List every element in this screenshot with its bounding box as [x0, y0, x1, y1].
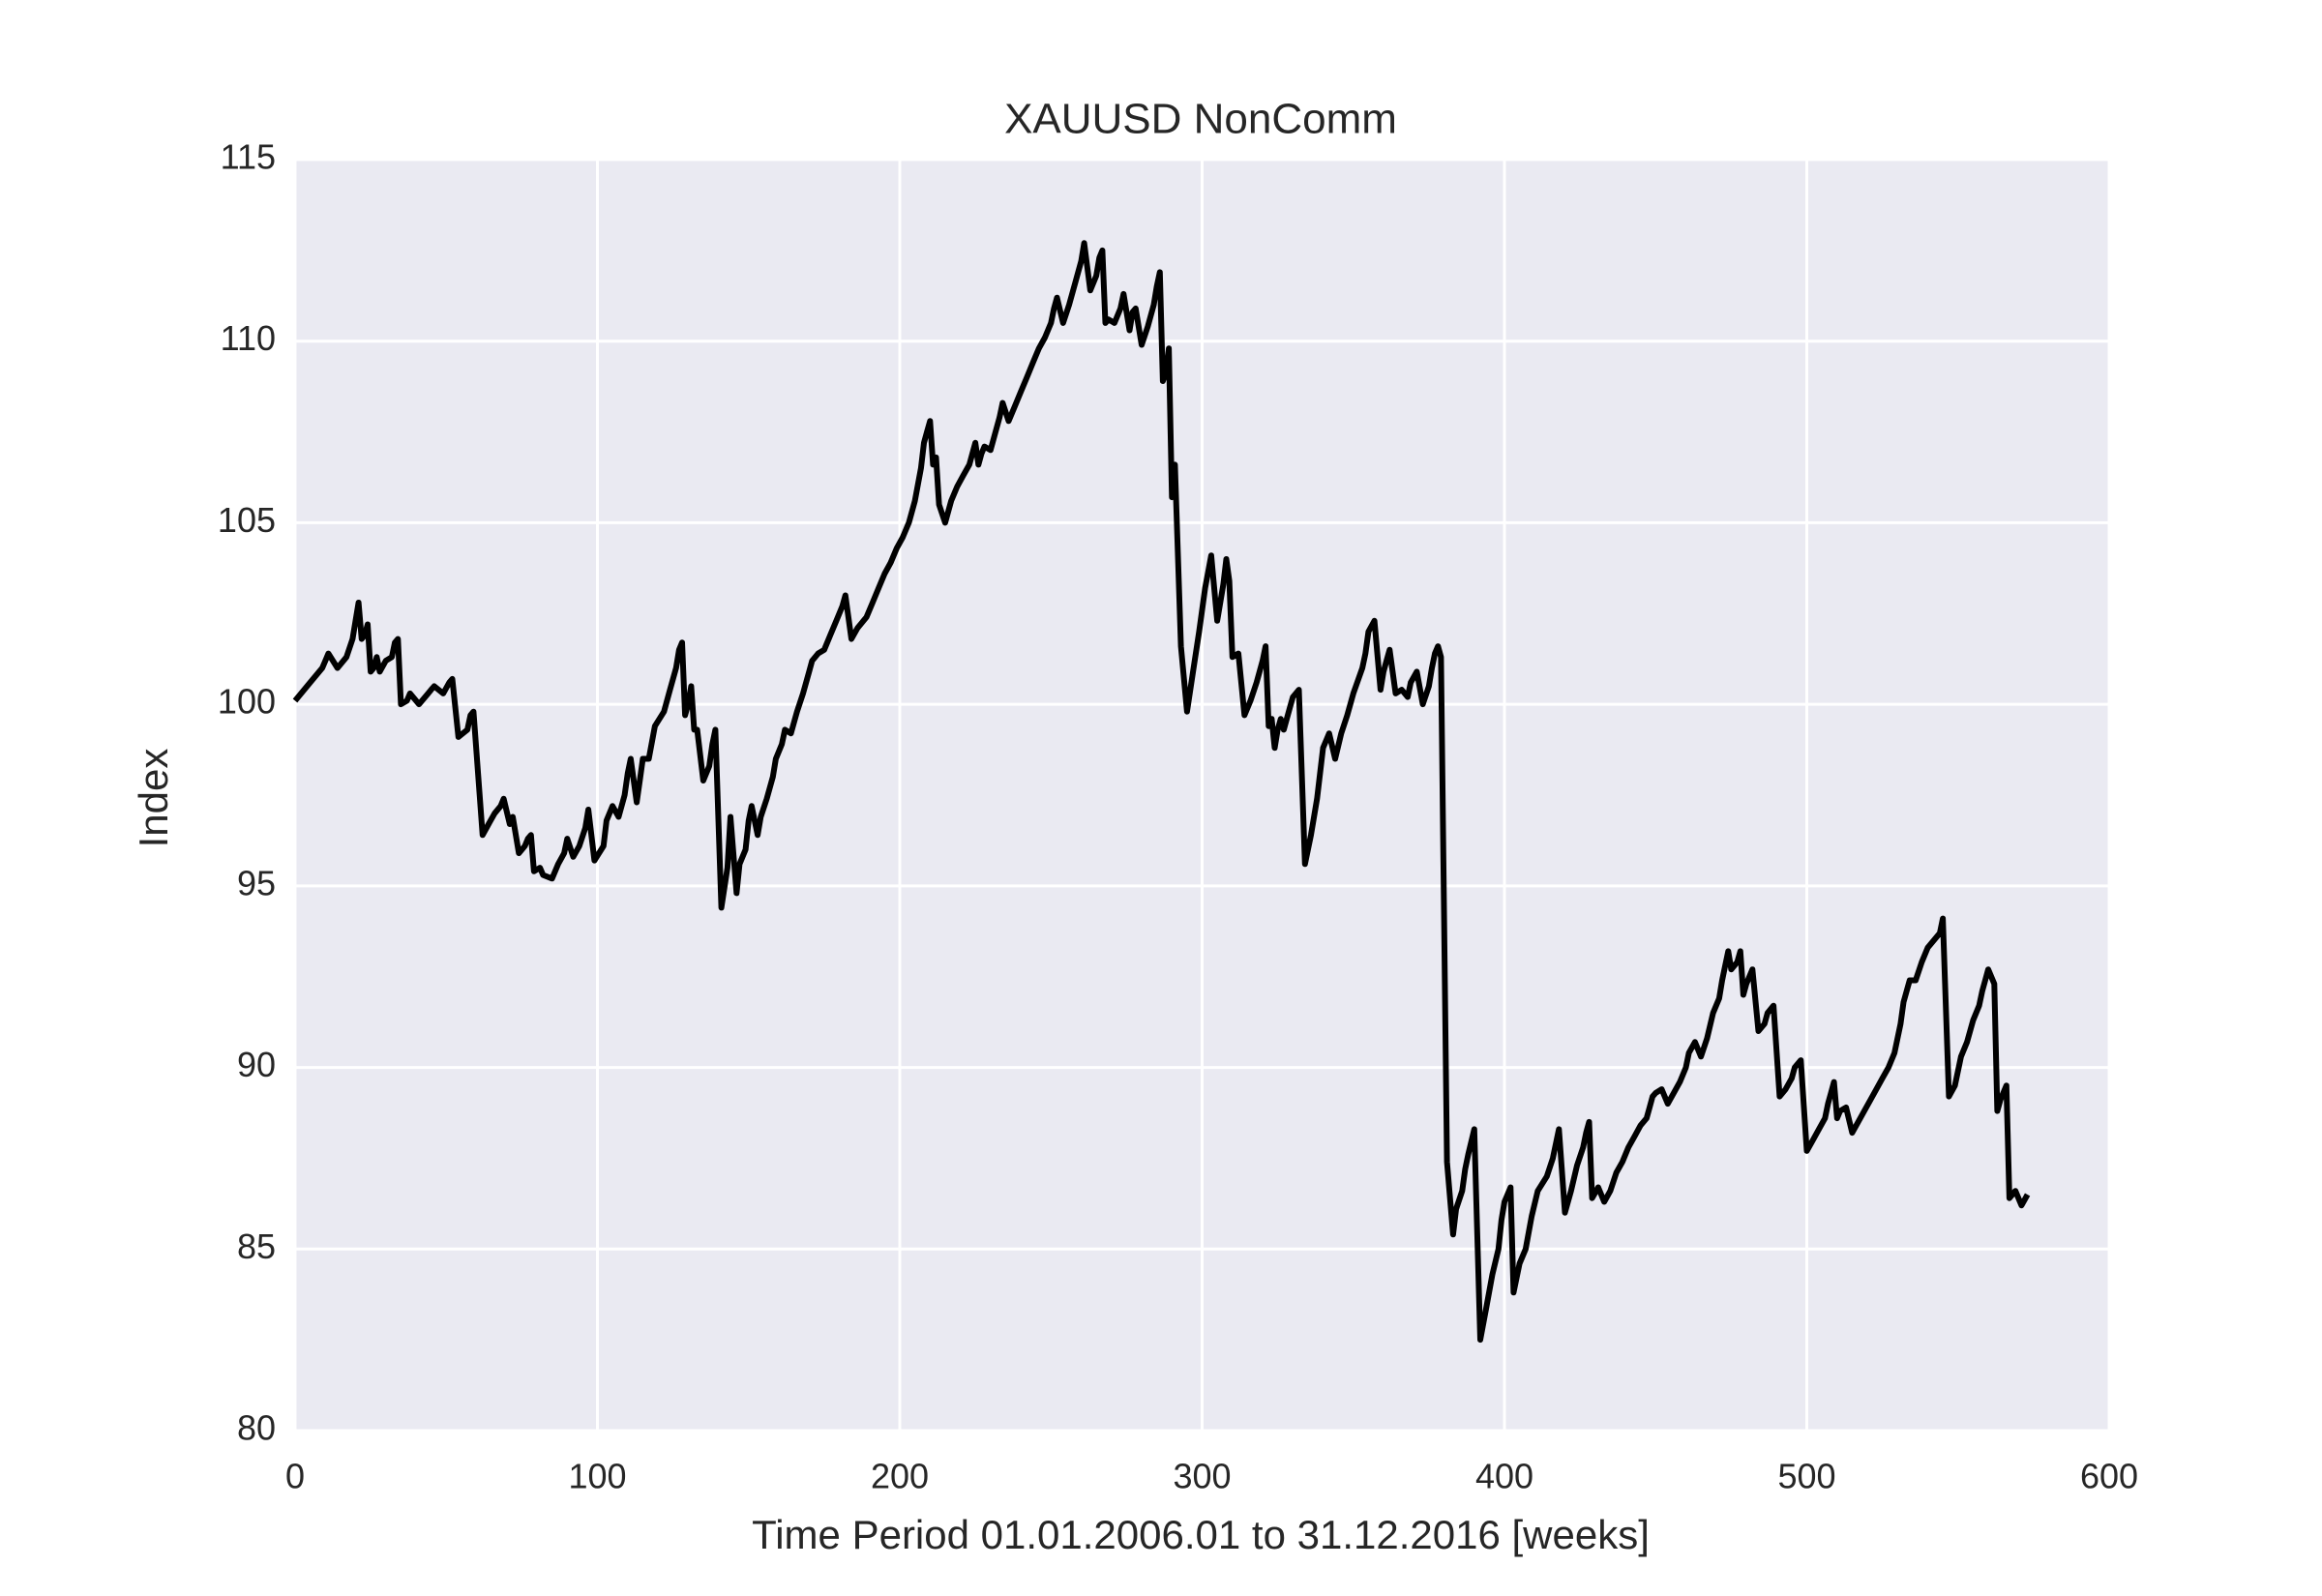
y-tick-label: 85 — [237, 1227, 276, 1266]
y-tick-label: 105 — [218, 500, 276, 540]
x-tick-label: 400 — [1475, 1457, 1533, 1496]
y-tick-label: 110 — [221, 318, 276, 358]
y-tick-label: 100 — [218, 682, 276, 722]
y-tick-label: 80 — [237, 1408, 276, 1448]
y-tick-label: 90 — [237, 1045, 276, 1084]
x-axis-label: Time Period 01.01.2006.01 to 31.12.2016 … — [752, 1512, 1650, 1557]
y-tick-label: 95 — [237, 863, 276, 902]
x-tick-label: 200 — [871, 1457, 929, 1496]
chart-title: XAUUSD NonComm — [1004, 96, 1397, 143]
x-tick-label: 0 — [285, 1457, 305, 1496]
y-axis-label: Index — [131, 749, 176, 848]
y-tick-label: 115 — [221, 137, 276, 177]
x-tick-label: 500 — [1777, 1457, 1835, 1496]
x-tick-label: 100 — [568, 1457, 626, 1496]
data-line — [292, 240, 2031, 1344]
x-tick-label: 300 — [1173, 1457, 1231, 1496]
x-tick-label: 600 — [2080, 1457, 2138, 1496]
